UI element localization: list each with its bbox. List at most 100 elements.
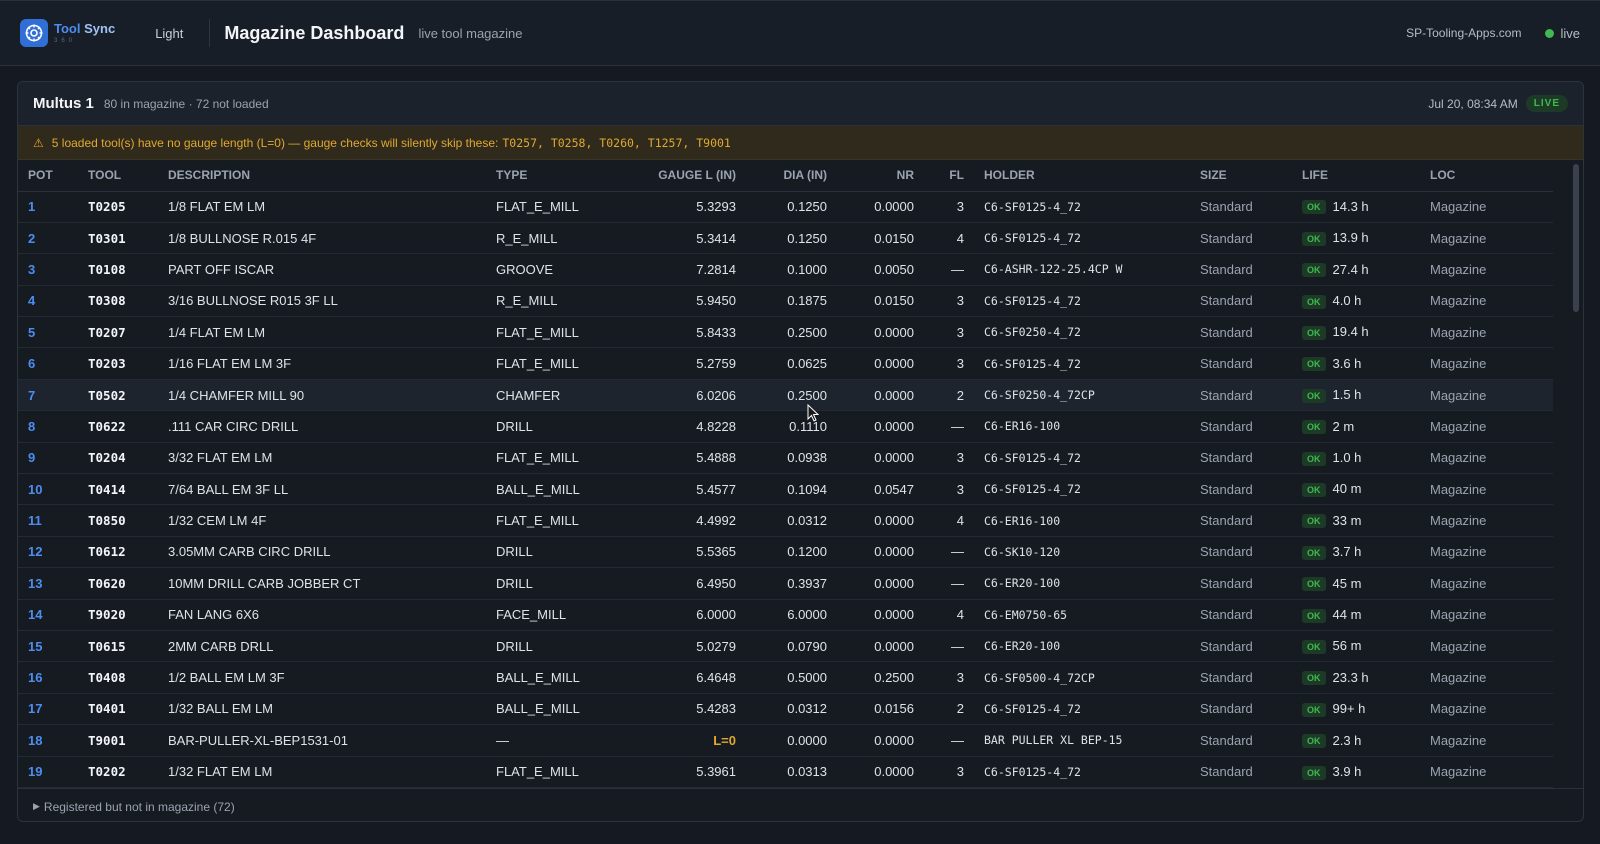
- nose-radius: 0.0000: [837, 347, 924, 380]
- column-header-location[interactable]: LOC: [1420, 160, 1553, 192]
- life-value: 13.9 h: [1332, 230, 1369, 246]
- flutes: 3: [924, 347, 974, 380]
- table-row[interactable]: 9 T0204 3/32 FLAT EM LM FLAT_E_MILL 5.4888 0.…: [18, 442, 1553, 475]
- diameter: 0.2500: [746, 316, 837, 349]
- status-badge: OK: [1302, 734, 1326, 749]
- not-in-magazine-toggle[interactable]: ▶ Registered but not in magazine (72): [18, 788, 1583, 821]
- tool-type: —: [486, 724, 616, 757]
- table-row[interactable]: 14 T9020 FAN LANG 6X6 FACE_MILL 6.0000 6.0000…: [18, 599, 1553, 631]
- tool-life: OK 4.0 h: [1292, 285, 1420, 318]
- size: Standard: [1190, 473, 1292, 506]
- holder: C6-ER16-100: [974, 504, 1190, 537]
- tool-type: BALL_E_MILL: [486, 473, 616, 506]
- gauge-length: 4.4992: [616, 504, 746, 537]
- pot-number: 1: [18, 191, 78, 223]
- tool-description: PART OFF ISCAR: [158, 253, 486, 286]
- table-row[interactable]: 2 T0301 1/8 BULLNOSE R.015 4F R_E_MILL 5.341…: [18, 222, 1553, 255]
- life-value: 45 m: [1332, 575, 1362, 591]
- column-header-gauge-length[interactable]: GAUGE L (IN): [616, 160, 746, 192]
- pot-number: 4: [18, 285, 78, 318]
- column-header-holder[interactable]: HOLDER: [974, 160, 1190, 192]
- gauge-length: 4.8228: [616, 410, 746, 443]
- table-row[interactable]: 12 T0612 3.05MM CARB CIRC DRILL DRILL 5.5365…: [18, 536, 1553, 569]
- machine-header: Multus 1 80 in magazine · 72 not loaded …: [18, 82, 1583, 126]
- gauge-length: 5.4577: [616, 473, 746, 506]
- column-header-tool[interactable]: TOOL: [78, 160, 158, 192]
- life-value: 19.4 h: [1332, 324, 1369, 340]
- table-row[interactable]: 15 T0615 2MM CARB DRLL DRILL 5.0279 0.0790 0.0…: [18, 630, 1553, 663]
- column-header-flutes[interactable]: FL: [924, 160, 974, 192]
- tool-id: T0414: [78, 473, 158, 506]
- tool-id: T0850: [78, 504, 158, 537]
- header-divider: [209, 19, 211, 47]
- table-row[interactable]: 5 T0207 1/4 FLAT EM LM FLAT_E_MILL 5.8433 0.2…: [18, 316, 1553, 349]
- gauge-length: 5.8433: [616, 316, 746, 349]
- theme-toggle-button[interactable]: Light: [155, 25, 184, 41]
- size: Standard: [1190, 567, 1292, 600]
- tool-id: T0203: [78, 347, 158, 380]
- table-row[interactable]: 1 T0205 1/8 FLAT EM LM FLAT_E_MILL 5.3293 0.1…: [18, 191, 1553, 223]
- nose-radius: 0.0000: [837, 410, 924, 443]
- column-header-pot[interactable]: POT: [18, 160, 78, 192]
- tool-type: FLAT_E_MILL: [486, 504, 616, 537]
- life-value: 56 m: [1332, 638, 1362, 654]
- gauge-length: 5.3293: [616, 191, 746, 223]
- status-badge: OK: [1302, 545, 1326, 560]
- size: Standard: [1190, 724, 1292, 757]
- location: Magazine: [1420, 410, 1553, 443]
- table-scrollbar[interactable]: [1573, 164, 1579, 784]
- table-row[interactable]: 7 T0502 1/4 CHAMFER MILL 90 CHAMFER 6.0206 0.…: [18, 379, 1553, 412]
- holder: C6-SF0125-4_72: [974, 473, 1190, 506]
- pot-number: 16: [18, 661, 78, 694]
- table-row[interactable]: 8 T0622.111 CAR CIRC DRILL DRILL 4.8228 0.11…: [18, 410, 1553, 443]
- column-header-nose-radius[interactable]: NR: [837, 160, 924, 192]
- status-badge: OK: [1302, 420, 1326, 435]
- column-header-life[interactable]: LIFE: [1292, 160, 1420, 192]
- table-row[interactable]: 3 T0108 PART OFF ISCAR GROOVE 7.2814 0.1000 0.…: [18, 253, 1553, 286]
- column-header-type[interactable]: TYPE: [486, 160, 616, 192]
- tool-description: FAN LANG 6X6: [158, 599, 486, 631]
- column-header-description[interactable]: DESCRIPTION: [158, 160, 486, 192]
- diameter: 0.0938: [746, 442, 837, 475]
- table-row[interactable]: 16 T0408 1/2 BALL EM LM 3F BALL_E_MILL 6.464…: [18, 661, 1553, 694]
- pot-number: 19: [18, 756, 78, 788]
- status-badge: OK: [1302, 765, 1326, 780]
- table-row[interactable]: 13 T0620 10MM DRILL CARB JOBBER CT DRILL 6.4…: [18, 567, 1553, 600]
- tool-life: OK 2 m: [1292, 410, 1420, 443]
- column-header-size[interactable]: SIZE: [1190, 160, 1292, 192]
- location: Magazine: [1420, 693, 1553, 726]
- tool-life: OK 2.3 h: [1292, 724, 1420, 757]
- table-row[interactable]: 17 T0401 1/32 BALL EM LM BALL_E_MILL 5.4283 0…: [18, 693, 1553, 726]
- holder: C6-SF0125-4_72: [974, 191, 1190, 223]
- diameter: 0.0312: [746, 504, 837, 537]
- column-header-diameter[interactable]: DIA (IN): [746, 160, 837, 192]
- table-row[interactable]: 18 T9001 BAR-PULLER-XL-BEP1531-01— L=0 0.000…: [18, 724, 1553, 757]
- table-row[interactable]: 4 T0308 3/16 BULLNOSE R015 3F LL R_E_MILL 5.…: [18, 285, 1553, 318]
- brand-sub: 360: [54, 38, 77, 44]
- flutes: 3: [924, 442, 974, 475]
- location: Magazine: [1420, 222, 1553, 255]
- brand-tool: Tool: [54, 21, 81, 36]
- table-row[interactable]: 19 T0202 1/32 FLAT EM LM FLAT_E_MILL 5.3961 0…: [18, 756, 1553, 788]
- table-row[interactable]: 10 T0414 7/64 BALL EM 3F LL BALL_E_MILL 5.45…: [18, 473, 1553, 506]
- magazine-table-container[interactable]: POT TOOL DESCRIPTION TYPE GAUGE L (IN) DIA (I…: [18, 160, 1583, 788]
- gauge-length: 6.0206: [616, 379, 746, 412]
- scrollbar-thumb[interactable]: [1573, 164, 1579, 312]
- gauge-length: 5.2759: [616, 347, 746, 380]
- table-row[interactable]: 11 T0850 1/32 CEM LM 4F FLAT_E_MILL 4.4992 0.…: [18, 504, 1553, 537]
- nose-radius: 0.0000: [837, 504, 924, 537]
- table-row[interactable]: 6 T0203 1/16 FLAT EM LM 3F FLAT_E_MILL 5.275…: [18, 347, 1553, 380]
- site-link[interactable]: SP-Tooling-Apps.com: [1406, 26, 1522, 40]
- holder: C6-ER20-100: [974, 567, 1190, 600]
- tool-description: 7/64 BALL EM 3F LL: [158, 473, 486, 506]
- flutes: —: [924, 536, 974, 569]
- nose-radius: 0.0156: [837, 693, 924, 726]
- nose-radius: 0.0000: [837, 724, 924, 757]
- tool-life: OK 27.4 h: [1292, 253, 1420, 286]
- size: Standard: [1190, 285, 1292, 318]
- diameter: 0.1110: [746, 410, 837, 443]
- live-indicator: live: [1545, 26, 1580, 41]
- nose-radius: 0.0547: [837, 473, 924, 506]
- life-value: 1.5 h: [1332, 387, 1362, 403]
- tool-life: OK 14.3 h: [1292, 191, 1420, 223]
